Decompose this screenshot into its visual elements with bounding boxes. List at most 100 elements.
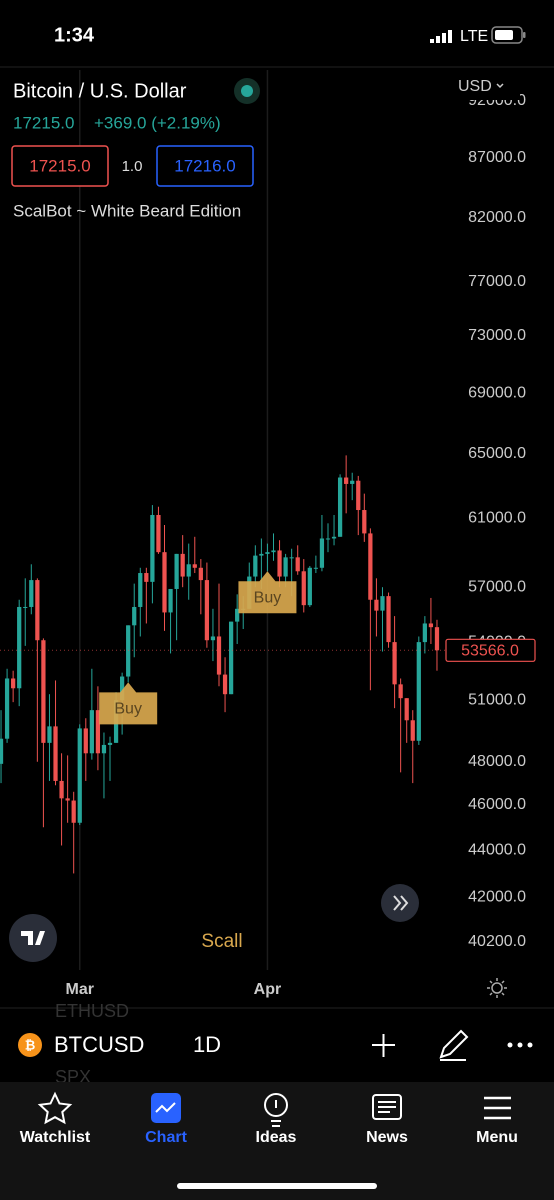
candle-body: [35, 580, 40, 641]
candle-body: [65, 798, 70, 801]
candle-body: [319, 538, 325, 568]
candle-body: [331, 536, 337, 539]
candle-body: [180, 553, 185, 577]
candle-body: [210, 636, 216, 641]
buy-label: Buy: [254, 589, 282, 606]
candle-body: [374, 599, 379, 611]
buy-label: Buy: [114, 701, 142, 718]
status-dot: [241, 85, 253, 97]
candle-body: [392, 642, 397, 685]
candle-body: [313, 567, 318, 569]
candle-body: [83, 728, 88, 754]
buy-marker: [99, 682, 158, 725]
signal-icon: [430, 30, 452, 43]
candle-body: [53, 726, 58, 781]
battery-icon: [491, 26, 526, 44]
candle-body: [204, 580, 210, 641]
buy-button[interactable]: [156, 145, 254, 187]
last-price-box: [445, 638, 536, 662]
tab-label[interactable]: Menu: [476, 1129, 518, 1146]
candle-body: [120, 676, 125, 701]
watchlist-icon[interactable]: [37, 1091, 73, 1125]
interval[interactable]: 1D: [193, 1032, 221, 1057]
candle-body: [271, 550, 276, 553]
candle-body: [11, 678, 16, 689]
candle-body: [283, 557, 288, 577]
x-tick-label: Apr: [254, 981, 282, 998]
y-tick-label: 48000.0: [468, 753, 526, 770]
candle-body: [428, 623, 434, 628]
candle-body: [337, 477, 343, 537]
sell-button[interactable]: [11, 145, 109, 187]
menu-icon[interactable]: [484, 1096, 511, 1120]
price-axis: 92000.087000.082000.077000.073000.069000…: [446, 92, 526, 950]
candle-body: [259, 553, 264, 556]
candle-body: [23, 606, 28, 608]
scroll-icon: [393, 895, 409, 911]
currency-bg: [450, 74, 520, 100]
symbol[interactable]: BTCUSD: [54, 1032, 144, 1057]
chart-icon[interactable]: [151, 1093, 181, 1123]
candle-body: [368, 533, 373, 600]
tab-labels: Watchlist Chart Ideas News Menu: [20, 1129, 518, 1146]
price: 17215.0: [13, 113, 74, 132]
candle-body: [0, 738, 4, 764]
candle-body: [307, 567, 312, 606]
candle-body: [174, 553, 179, 589]
candle-body: [265, 552, 270, 554]
y-tick-label: 42000.0: [468, 889, 526, 906]
price-change: +369.0 (+2.19%): [94, 113, 221, 132]
ghost-symbol: SPX: [55, 1067, 91, 1087]
symbol-name: Bitcoin / U.S. Dollar: [13, 80, 187, 102]
more-icon[interactable]: [507, 1042, 533, 1048]
candle-body: [17, 606, 22, 689]
candle-body: [144, 573, 149, 582]
candle-body: [107, 742, 113, 745]
settings-icon[interactable]: [487, 978, 507, 998]
home-indicator: [177, 1183, 377, 1189]
y-tick-label: 65000.0: [468, 445, 526, 462]
bid[interactable]: 17215.0: [29, 156, 90, 175]
candle-body: [126, 625, 131, 677]
currency[interactable]: USD: [458, 78, 492, 95]
candle-body: [253, 555, 258, 577]
candle-body: [216, 636, 222, 675]
candle-body: [47, 726, 52, 743]
candle-body: [325, 538, 331, 540]
candle-body: [162, 552, 167, 613]
candle-body: [41, 640, 46, 743]
candle-body: [356, 480, 361, 511]
news-icon[interactable]: [372, 1094, 402, 1120]
candle-body: [89, 710, 94, 754]
ghost-symbol: ETHUSD: [55, 1001, 129, 1021]
tab-label[interactable]: Ideas: [256, 1129, 297, 1146]
candle-body: [404, 698, 409, 721]
candle-body: [410, 720, 415, 741]
currency-chevron: [496, 83, 504, 89]
candle-body: [156, 514, 161, 553]
candle-body: [222, 674, 228, 695]
logo-mark: [21, 931, 45, 945]
candle-body: [289, 557, 294, 559]
candle-body: [71, 800, 76, 823]
candle-body: [77, 728, 82, 823]
candle-body: [101, 744, 107, 754]
x-tick-label: Mar: [66, 981, 94, 998]
network: LTE: [460, 28, 488, 45]
tab-label[interactable]: Watchlist: [20, 1129, 91, 1146]
candle-body: [386, 596, 391, 643]
indicator-name: ScalBot ~ White Beard Edition: [13, 201, 241, 220]
chart-glyph: [155, 1102, 176, 1113]
chart-plot: Buy Buy: [0, 70, 448, 970]
candle-body: [59, 780, 64, 799]
candle-body: [277, 550, 282, 577]
add-icon[interactable]: [372, 1034, 395, 1057]
draw-icon[interactable]: [439, 1029, 469, 1061]
tab-label[interactable]: Chart: [145, 1129, 187, 1146]
clock: 1:34: [54, 24, 95, 46]
ideas-icon[interactable]: [264, 1093, 288, 1127]
ask[interactable]: 17216.0: [174, 156, 235, 175]
y-tick-label: 82000.0: [468, 209, 526, 226]
tab-label[interactable]: News: [366, 1129, 408, 1146]
